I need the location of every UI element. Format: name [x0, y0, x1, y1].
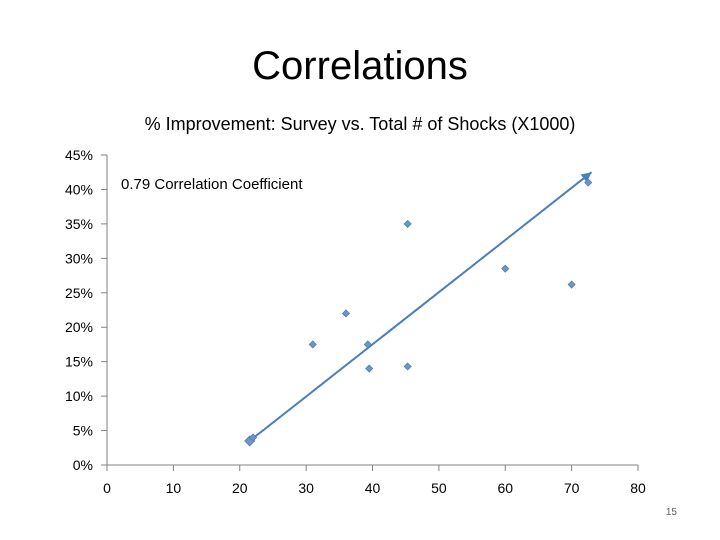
- trendline: [249, 171, 593, 442]
- data-points: [248, 178, 593, 442]
- correlation-annotation: 0.79 Correlation Coefficient: [121, 176, 303, 193]
- x-axis: 0 10 20 30 40 50 60 70 80: [103, 464, 646, 496]
- y-tick-label: 35%: [65, 216, 93, 232]
- x-tick-label: 80: [630, 480, 646, 496]
- y-tick-label: 25%: [65, 285, 93, 301]
- data-point: [403, 362, 412, 371]
- chart-title-text: % Improvement: Survey vs. Total # of Sho…: [144, 114, 576, 134]
- data-point: [584, 178, 593, 187]
- data-point: [365, 364, 374, 373]
- y-tick-label: 10%: [65, 388, 93, 404]
- x-tick-label: 60: [497, 480, 513, 496]
- x-tick-label: 10: [166, 480, 182, 496]
- x-tick-label: 70: [564, 480, 580, 496]
- y-tick-label: 45%: [65, 147, 93, 163]
- x-tick-label: 20: [232, 480, 248, 496]
- data-point: [567, 280, 576, 289]
- x-tick-label: 50: [431, 480, 447, 496]
- x-tick-label: 30: [298, 480, 314, 496]
- x-tick-label: 40: [365, 480, 381, 496]
- trendline-arrowhead: [580, 172, 592, 183]
- y-tick-label: 5%: [73, 423, 93, 439]
- chart-title: % Improvement: Survey vs. Total # of Sho…: [0, 112, 720, 136]
- y-tick-label: 30%: [65, 250, 93, 266]
- data-point: [308, 340, 317, 349]
- slide-title: Correlations: [252, 44, 468, 88]
- data-point: [363, 340, 372, 349]
- x-tick-label: 0: [103, 480, 111, 496]
- data-point: [501, 264, 510, 273]
- y-tick-label: 0%: [73, 457, 93, 473]
- page-number: 15: [665, 507, 677, 518]
- data-point: [248, 433, 258, 442]
- y-tick-label: 40%: [65, 181, 93, 197]
- data-point: [341, 309, 351, 318]
- y-tick-label: 15%: [65, 354, 93, 370]
- trendline-group: [244, 171, 593, 447]
- data-point: [403, 219, 412, 228]
- y-axis: 0% 5% 10% 15% 20% 25% 30% 35% 40% 45%: [65, 147, 108, 473]
- y-tick-label: 20%: [65, 319, 93, 335]
